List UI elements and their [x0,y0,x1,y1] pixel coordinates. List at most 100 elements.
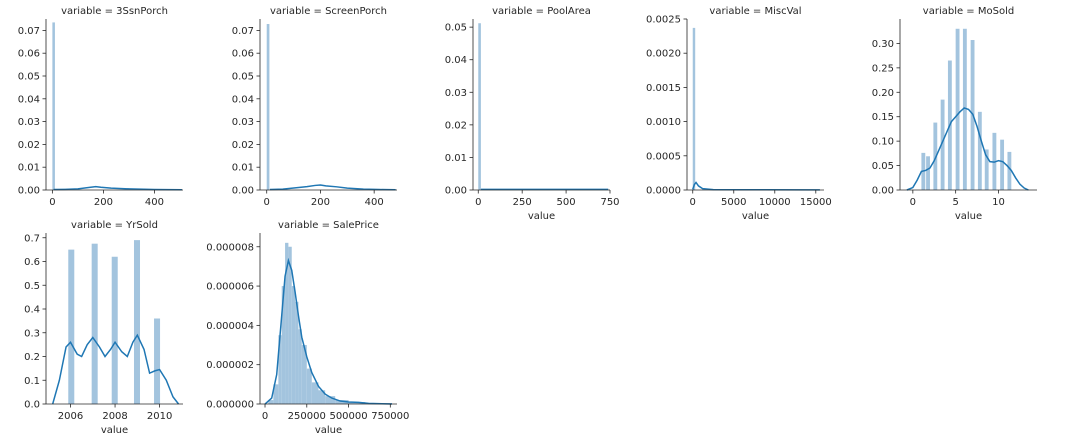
y-tick-label: 0.25 [872,63,894,74]
histogram-bar [52,22,55,191]
y-tick-label: 0.01 [445,153,467,164]
panel-title: variable = SalePrice [278,220,379,231]
x-tick-label: 2008 [102,411,127,422]
x-tick-label: 15000 [800,197,832,208]
y-tick-label: 0.2 [24,352,40,363]
y-tick-label: 0.01 [18,163,40,174]
y-tick-label: 0.15 [872,112,894,123]
panel-title: variable = MoSold [923,6,1014,17]
x-tick-label: 10 [992,197,1005,208]
y-tick-label: 0.05 [445,23,467,34]
kde-line [53,185,182,191]
x-tick-label: 10000 [759,197,791,208]
x-tick-label: 5 [952,197,958,208]
panel-title: variable = 3SsnPorch [61,6,168,17]
y-tick-label: 0.0005 [646,151,681,162]
histogram-bar [325,396,336,404]
histogram-bar [962,28,967,191]
x-tick-label: 0 [264,197,270,208]
histogram-bar [1000,139,1005,190]
panel-title: variable = ScreenPorch [270,6,387,17]
histogram-bar [133,240,141,404]
histogram-bar [977,111,982,190]
y-tick-label: 0.07 [18,26,40,37]
histogram-bar [298,329,302,404]
y-tick-label: 0.0010 [646,117,681,128]
x-axis-label: value [528,211,555,222]
y-tick-label: 0.05 [872,161,894,172]
facet-panel-1: variable = 3SsnPorch 0.00 0.01 0.02 0.03 0.04… [18,6,183,208]
kde-line [269,184,396,191]
histogram-bar [692,27,696,191]
y-tick-label: 0.000002 [206,360,254,371]
y-tick-label: 0.03 [232,117,254,128]
histogram-bar [478,23,481,191]
histogram-bar [306,368,312,404]
panel-title: variable = MiscVal [709,6,801,17]
x-tick-label: 750000 [371,411,409,422]
histogram-bar [984,149,989,190]
facet-panel-5: variable = MoSold 0.00 0.05 0.10 0.15 0.20 0.2… [872,6,1037,222]
histogram-bar [68,249,75,404]
kde-line [264,257,393,405]
x-tick-label: 5000 [721,197,746,208]
histogram-bar [281,286,286,404]
histogram-bar [111,256,118,404]
y-tick-label: 0.06 [18,49,40,60]
facet-panel-4: variable = MiscVal 0.0000 0.0005 0.0010 0.00… [646,6,832,222]
y-tick-label: 0.4 [24,305,40,316]
histogram-bar [955,28,960,191]
y-tick-label: 0.0025 [646,15,681,26]
histogram-bar [273,384,279,404]
y-tick-label: 0.0020 [646,49,681,60]
y-tick-label: 0.3 [24,328,40,339]
facet-panel-3: variable = PoolArea 0.00 0.01 0.02 0.03 0.04 0… [445,6,620,222]
y-tick-label: 0.000006 [206,282,254,293]
y-tick-label: 0.0015 [646,83,681,94]
histogram-bar [335,400,349,404]
x-tick-label: 750 [600,197,619,208]
histogram-bar [1007,151,1012,190]
x-tick-label: 0 [49,197,55,208]
y-tick-label: 0.02 [18,140,40,151]
y-tick-label: 0.000008 [206,242,254,253]
y-tick-label: 0.04 [232,94,254,105]
panel-title: variable = PoolArea [492,6,591,17]
x-axis-label: value [955,211,982,222]
kde-line [51,333,180,405]
y-tick-label: 0.1 [24,376,40,387]
histogram-bar [291,286,296,404]
y-tick-label: 0.20 [872,88,894,99]
facet-panel-7: variable = SalePrice 0.000000 0.000002 0.00… [206,220,409,436]
x-axis-label: value [101,425,128,436]
y-tick-label: 0.5 [24,281,40,292]
y-tick-label: 0.6 [24,257,40,268]
x-tick-label: 2006 [58,411,83,422]
x-tick-label: 0 [262,411,268,422]
y-tick-label: 0.7 [24,233,40,244]
y-tick-label: 0.000004 [206,321,254,332]
y-tick-label: 0.07 [232,26,254,37]
x-tick-label: 0 [910,197,916,208]
x-tick-label: 2010 [147,411,172,422]
y-tick-label: 0.00 [872,186,894,197]
y-tick-label: 0.02 [232,140,254,151]
panel-title: variable = YrSold [71,220,158,231]
histogram-bar [288,246,292,404]
y-tick-label: 0.30 [872,39,894,50]
y-tick-label: 0.06 [232,49,254,60]
x-tick-label: 0 [690,197,696,208]
x-tick-label: 500 [557,197,576,208]
histogram-bar [940,99,945,190]
y-tick-label: 0.0000 [646,186,681,197]
kde-line [906,107,1029,191]
histogram-bar [301,345,307,404]
kde-line [692,181,820,191]
y-tick-label: 0.05 [18,72,40,83]
y-tick-label: 0.03 [18,117,40,128]
y-tick-label: 0.0 [24,400,40,411]
y-tick-label: 0.00 [18,186,40,197]
x-axis-label: value [315,425,342,436]
y-tick-label: 0.10 [872,137,894,148]
